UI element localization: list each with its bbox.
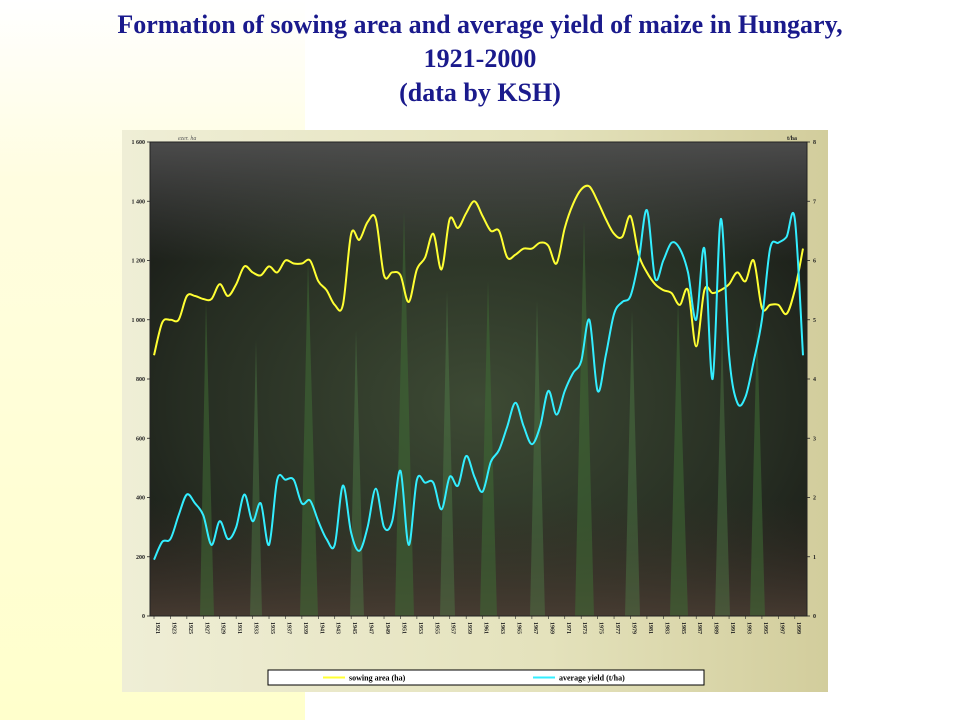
right-axis-tick-label: 6 <box>813 259 816 265</box>
x-axis-tick-label: 1983 <box>663 622 669 634</box>
series-line-sowing-area <box>153 184 804 356</box>
title-line-2: 1921-2000 <box>423 44 537 73</box>
x-axis-tick-label: 1933 <box>253 622 259 634</box>
left-axis-tick-label: 200 <box>136 555 145 561</box>
x-axis-tick-label: 1927 <box>203 622 209 634</box>
title-line-1: Formation of sowing area and average yie… <box>117 10 843 39</box>
x-axis-tick-label: 1979 <box>630 622 636 634</box>
x-axis-tick-label: 1989 <box>713 622 719 634</box>
x-axis-tick-label: 1981 <box>647 622 653 634</box>
x-axis-tick-label: 1971 <box>565 622 571 634</box>
x-axis-tick-label: 1973 <box>581 622 587 634</box>
left-axis-tick-label: 800 <box>136 377 145 383</box>
x-axis-tick-label: 1935 <box>269 622 275 634</box>
right-axis-tick-label: 4 <box>813 377 816 383</box>
x-axis-tick-label: 1953 <box>417 622 423 634</box>
x-axis-tick-label: 1937 <box>285 622 291 634</box>
x-axis-tick-label: 1963 <box>499 622 505 634</box>
left-axis-tick-label: 1 400 <box>132 199 146 205</box>
left-axis-tick-label: 600 <box>136 436 145 442</box>
x-axis-tick-label: 1943 <box>335 622 341 634</box>
left-axis-tick-label: 1 600 <box>132 140 146 146</box>
legend-label: sowing area (ha) <box>349 674 406 683</box>
chart-title: Formation of sowing area and average yie… <box>0 8 960 110</box>
series-lines <box>153 184 804 561</box>
x-axis-tick-label: 1921 <box>154 622 160 634</box>
right-axis-tick-label: 7 <box>813 199 816 205</box>
title-line-3: (data by KSH) <box>399 78 561 107</box>
legend-box <box>267 669 705 686</box>
legend: sowing area (ha) average yield (t/ha) <box>267 669 705 686</box>
x-axis-tick-label: 1941 <box>318 622 324 634</box>
left-axis-tick-label: 400 <box>136 496 145 502</box>
x-axis-tick-label: 1993 <box>745 622 751 634</box>
x-axis-tick-label: 1947 <box>368 622 374 634</box>
x-axis-tick-label: 1925 <box>187 622 193 634</box>
x-axis-tick-label: 1955 <box>433 622 439 634</box>
x-axis-tick-label: 1975 <box>598 622 604 634</box>
right-axis-tick-label: 2 <box>813 496 816 502</box>
x-axis-tick-label: 1957 <box>450 622 456 634</box>
right-axis-tick-label: 5 <box>813 318 816 324</box>
x-axis-tick-label: 1977 <box>614 622 620 634</box>
series-line-average-yield <box>153 209 804 561</box>
x-axis-tick-label: 1995 <box>762 622 768 634</box>
legend-label: average yield (t/ha) <box>559 674 625 683</box>
x-axis-tick-label: 1991 <box>729 622 735 634</box>
x-axis-tick-label: 1923 <box>170 622 176 634</box>
left-axis-unit: ezer. ha <box>178 136 196 142</box>
axes: 0 200 400 600 800 1 000 1 200 1 400 1 600 0 1 2 3 4 5 6… <box>132 136 817 634</box>
x-axis-tick-label: 1959 <box>466 622 472 634</box>
left-axis-tick-label: 0 <box>142 614 145 620</box>
x-axis-tick-label: 1985 <box>680 622 686 634</box>
right-axis-tick-label: 1 <box>813 555 816 561</box>
x-axis-tick-label: 1929 <box>220 622 226 634</box>
x-axis-tick-label: 1999 <box>795 622 801 634</box>
x-axis-tick-label: 1969 <box>548 622 554 634</box>
x-axis-tick-label: 1931 <box>236 622 242 634</box>
x-axis-tick-label: 1939 <box>302 622 308 634</box>
left-axis-tick-label: 1 200 <box>132 259 146 265</box>
x-axis-tick-label: 1967 <box>532 622 538 634</box>
x-axis-tick-label: 1945 <box>351 622 357 634</box>
x-axis-tick-label: 1987 <box>696 622 702 634</box>
right-axis-tick-label: 8 <box>813 140 816 146</box>
right-axis-unit: t/ha <box>787 136 797 142</box>
x-axis-tick-label: 1949 <box>384 622 390 634</box>
right-axis-tick-label: 0 <box>813 614 816 620</box>
x-axis-tick-label: 1961 <box>483 622 489 634</box>
right-axis-tick-label: 3 <box>813 436 816 442</box>
x-axis-tick-label: 1997 <box>778 622 784 634</box>
x-axis-tick-label: 1951 <box>400 622 406 634</box>
left-axis-tick-label: 1 000 <box>132 318 146 324</box>
x-axis-tick-label: 1965 <box>515 622 521 634</box>
plot-background-photo <box>150 142 807 616</box>
